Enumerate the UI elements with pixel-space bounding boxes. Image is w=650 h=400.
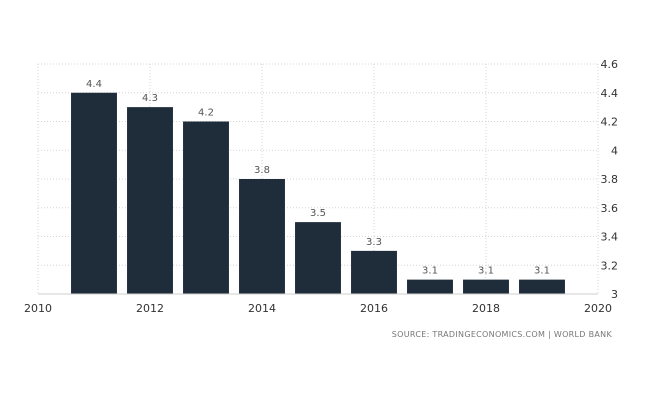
- y-tick-label: 4: [611, 144, 618, 157]
- y-tick-label: 3.6: [601, 202, 619, 215]
- source-note: SOURCE: TRADINGECONOMICS.COM | WORLD BAN…: [392, 330, 613, 339]
- y-tick-label: 3: [611, 288, 618, 301]
- y-tick-label: 4.4: [601, 87, 619, 100]
- bar-value-label: 3.8: [254, 165, 270, 176]
- y-tick-label: 3.2: [601, 259, 619, 272]
- bar: [183, 121, 229, 294]
- bar: [239, 179, 285, 294]
- data-labels: 4.4 4.3 4.2 3.8 3.5 3.3 3.1 3.1 3.1: [86, 79, 550, 277]
- y-tick-label: 3.8: [601, 173, 619, 186]
- bar-value-label: 4.2: [198, 108, 214, 119]
- bar: [407, 279, 453, 294]
- y-tick-label: 3.4: [601, 231, 619, 244]
- bar-value-label: 4.3: [142, 93, 158, 104]
- bar-value-label: 4.4: [86, 79, 102, 90]
- x-tick-label: 2018: [472, 302, 500, 315]
- bar: [295, 222, 341, 294]
- bar-value-label: 3.1: [422, 266, 438, 277]
- bars: [71, 92, 565, 294]
- bar: [127, 107, 173, 294]
- bar: [519, 279, 565, 294]
- bar: [463, 279, 509, 294]
- x-tick-label: 2020: [584, 302, 612, 315]
- x-axis: 2010 2012 2014 2016 2018 2020: [24, 293, 612, 315]
- x-tick-label: 2012: [136, 302, 164, 315]
- bar-value-label: 3.1: [534, 266, 550, 277]
- x-tick-label: 2010: [24, 302, 52, 315]
- bar: [71, 92, 117, 294]
- bar-value-label: 3.1: [478, 266, 494, 277]
- bar: [351, 250, 397, 294]
- x-tick-label: 2016: [360, 302, 388, 315]
- y-tick-label: 4.6: [601, 58, 619, 71]
- bar-value-label: 3.3: [366, 237, 382, 248]
- x-tick-label: 2014: [248, 302, 276, 315]
- bar-value-label: 3.5: [310, 208, 326, 219]
- y-tick-label: 4.2: [601, 116, 619, 129]
- y-axis: 3 3.2 3.4 3.6 3.8 4 4.2 4.4 4.6: [601, 58, 619, 301]
